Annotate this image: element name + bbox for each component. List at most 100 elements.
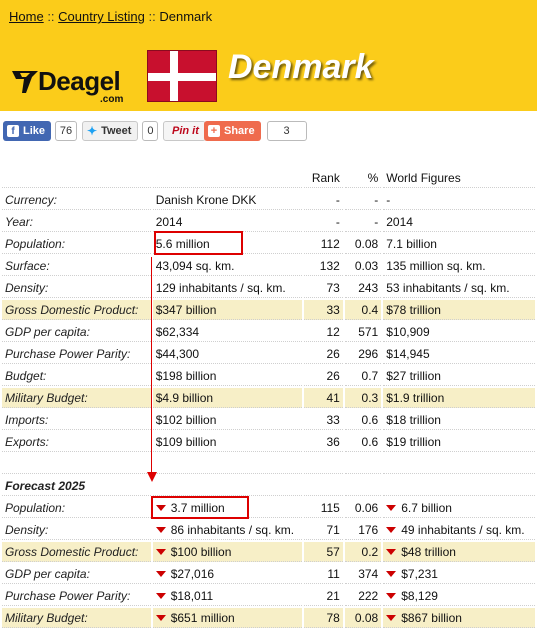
row-label: Gross Domestic Product:: [2, 300, 151, 320]
row-label: Imports:: [2, 410, 151, 430]
row-rank: -: [304, 190, 343, 210]
row-rank: 21: [304, 586, 343, 606]
tweet-count: 0: [142, 121, 159, 141]
forecast-section-title: Forecast 2025: [2, 476, 151, 496]
annotation-arrow-head-icon: [147, 472, 157, 482]
row-percent: 0.3: [344, 388, 382, 408]
row-value: $4.9 billion: [152, 388, 303, 408]
row-label: Military Budget:: [2, 608, 151, 628]
table-row: Population: 3.7 million 115 0.06 6.7 billion: [2, 498, 535, 518]
population-highlight-box: [154, 231, 243, 255]
row-percent: -: [344, 212, 382, 232]
share-label: Share: [224, 125, 255, 137]
table-row: Military Budget: $651 million 78 0.08 $867 b…: [2, 608, 535, 628]
row-percent: 0.03: [344, 256, 382, 276]
row-world-figure: 6.7 billion: [383, 498, 535, 518]
row-rank: 33: [304, 300, 343, 320]
row-world-figure: -: [383, 190, 535, 210]
row-world-figure: $8,129: [383, 586, 535, 606]
row-value: 86 inhabitants / sq. km.: [152, 520, 303, 540]
row-percent: -: [344, 190, 382, 210]
row-value: $62,334: [152, 322, 303, 342]
row-rank: 36: [304, 432, 343, 452]
table-row: Gross Domestic Product: $100 billion 57 0.2…: [2, 542, 535, 562]
row-label: Budget:: [2, 366, 151, 386]
pin-it-button[interactable]: Pin it: [163, 121, 206, 141]
facebook-like-group: f Like 76: [3, 121, 78, 141]
row-percent: 0.2: [344, 542, 382, 562]
row-label: Gross Domestic Product:: [2, 542, 151, 562]
breadcrumb-home-link[interactable]: Home: [9, 9, 44, 24]
twitter-tweet-group: ✦ Tweet 0: [82, 121, 159, 141]
red-down-triangle-icon: [155, 527, 166, 534]
row-value: 129 inhabitants / sq. km.: [152, 278, 303, 298]
row-label: Exports:: [2, 432, 151, 452]
red-down-triangle-icon: [386, 505, 397, 512]
facebook-like-button[interactable]: f Like: [3, 121, 52, 141]
tweet-button[interactable]: ✦ Tweet: [82, 121, 139, 141]
annotation-arrow-line: [151, 257, 152, 473]
pinterest-group: Pin it: [163, 121, 206, 141]
row-percent: 374: [344, 564, 382, 584]
row-label: Surface:: [2, 256, 151, 276]
row-world-figure: 53 inhabitants / sq. km.: [383, 278, 535, 298]
row-label: Density:: [2, 278, 151, 298]
row-world-figure: 2014: [383, 212, 535, 232]
row-rank: 115: [304, 498, 343, 518]
row-percent: 0.08: [344, 608, 382, 628]
row-value: $44,300: [152, 344, 303, 364]
country-title: Denmark: [228, 48, 374, 86]
row-percent: 296: [344, 344, 382, 364]
rank-header: Rank: [304, 168, 343, 188]
row-percent: 0.6: [344, 410, 382, 430]
table-row: Surface: 43,094 sq. km. 132 0.03 135 million…: [2, 256, 535, 276]
row-rank: 33: [304, 410, 343, 430]
row-value: 43,094 sq. km.: [152, 256, 303, 276]
row-value: $27,016: [152, 564, 303, 584]
share-button[interactable]: + Share: [204, 121, 261, 141]
table-row: GDP per capita: $62,334 12 571 $10,909: [2, 322, 535, 342]
row-rank: 26: [304, 366, 343, 386]
percent-header: %: [344, 168, 382, 188]
deagel-logo[interactable]: Deagel .com: [12, 66, 140, 106]
table-row: Currency: Danish Krone DKK - - -: [2, 190, 535, 210]
table-row: Purchase Power Parity: $44,300 26 296 $14,94…: [2, 344, 535, 364]
red-down-triangle-icon: [155, 549, 166, 556]
row-rank: 132: [304, 256, 343, 276]
forecast-section-row: Forecast 2025: [2, 476, 535, 496]
table-row: Budget: $198 billion 26 0.7 $27 trillion: [2, 366, 535, 386]
row-world-figure: $18 trillion: [383, 410, 535, 430]
forecast-population-highlight-box: [151, 496, 249, 519]
tweet-label: Tweet: [101, 125, 132, 137]
row-world-figure: $10,909: [383, 322, 535, 342]
row-rank: 26: [304, 344, 343, 364]
denmark-flag-icon: [147, 50, 217, 102]
row-percent: 0.7: [344, 366, 382, 386]
row-value: 2014: [152, 212, 303, 232]
breadcrumb-country-listing-link[interactable]: Country Listing: [58, 9, 145, 24]
row-value: $347 billion: [152, 300, 303, 320]
plus-share-icon: +: [208, 125, 220, 137]
row-label: Population:: [2, 498, 151, 518]
share-group: + Share 3: [204, 121, 307, 141]
row-rank: 57: [304, 542, 343, 562]
row-world-figure: $19 trillion: [383, 432, 535, 452]
row-percent: 243: [344, 278, 382, 298]
row-percent: 0.6: [344, 432, 382, 452]
table-row: Purchase Power Parity: $18,011 21 222 $8,129: [2, 586, 535, 606]
row-value: $651 million: [152, 608, 303, 628]
table-row: Military Budget: $4.9 billion 41 0.3 $1.9 tr…: [2, 388, 535, 408]
like-count: 76: [55, 121, 78, 141]
breadcrumb-separator: ::: [47, 9, 55, 24]
row-value: $109 billion: [152, 432, 303, 452]
table-row: Exports: $109 billion 36 0.6 $19 trillion: [2, 432, 535, 452]
breadcrumb-current: Denmark: [159, 9, 213, 24]
row-rank: 112: [304, 234, 343, 254]
share-count: 3: [266, 121, 307, 141]
row-percent: 0.06: [344, 498, 382, 518]
table-row: Population: 5.6 million 112 0.08 7.1 billion: [2, 234, 535, 254]
site-header: Home :: Country Listing :: Denmark Deage…: [0, 0, 537, 111]
row-value: Danish Krone DKK: [152, 190, 303, 210]
breadcrumb: Home :: Country Listing :: Denmark: [9, 9, 212, 24]
row-rank: 12: [304, 322, 343, 342]
